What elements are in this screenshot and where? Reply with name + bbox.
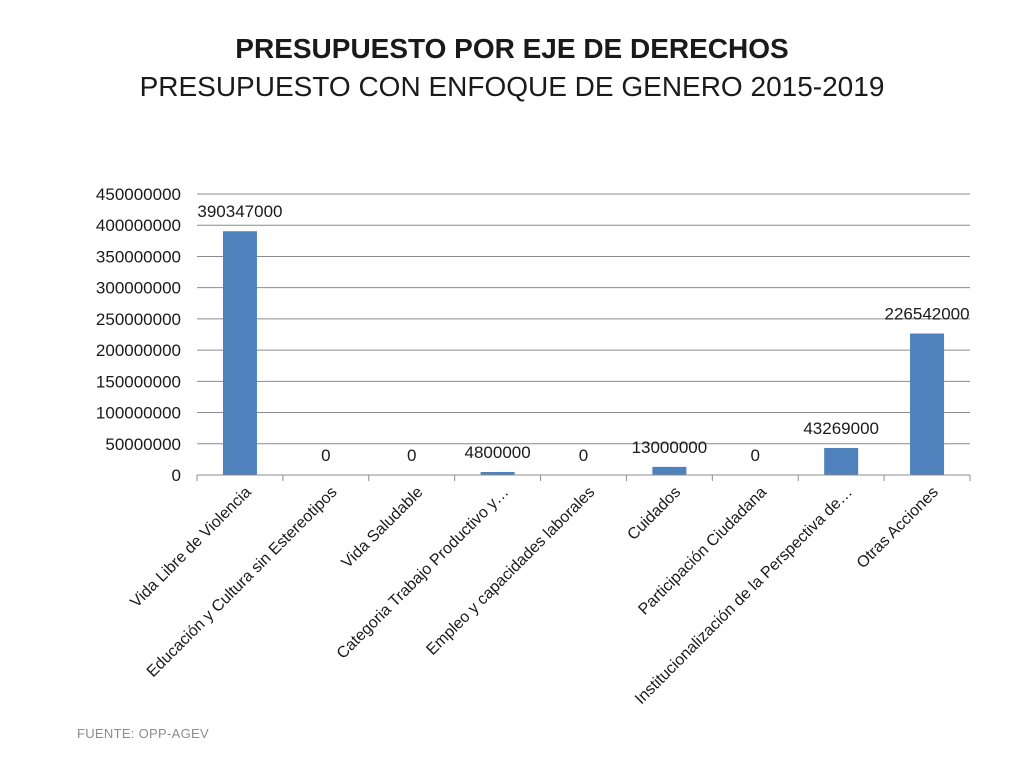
- data-label: 0: [321, 446, 330, 465]
- bar: [480, 472, 515, 475]
- chart-title: PRESUPUESTO POR EJE DE DERECHOS: [235, 33, 789, 64]
- y-tick-label: 300000000: [96, 279, 181, 298]
- data-label: 390347000: [197, 202, 282, 221]
- category-label: Vida Saludable: [339, 484, 427, 572]
- category-label: Cuidados: [624, 484, 684, 544]
- x-axis: [196, 474, 971, 481]
- bar: [824, 447, 859, 475]
- y-tick-label: 0: [172, 466, 181, 485]
- bar: [652, 466, 687, 475]
- y-tick-label: 200000000: [96, 341, 181, 360]
- category-label: Categoria Trabajo Productivo y…: [334, 484, 513, 663]
- data-label: 0: [407, 446, 416, 465]
- data-label: 226542000: [885, 305, 970, 324]
- data-labels: 390347000 0 0 4800000 0 13000000 0 43269000 2265…: [197, 202, 969, 465]
- bar: [910, 333, 945, 475]
- chart-subtitle: PRESUPUESTO CON ENFOQUE DE GENERO 2015-2…: [139, 71, 885, 102]
- data-label: 43269000: [803, 419, 879, 438]
- data-label: 13000000: [632, 438, 708, 457]
- data-label: 0: [579, 446, 588, 465]
- y-tick-label: 250000000: [96, 310, 181, 329]
- source-note: FUENTE: OPP-AGEV: [77, 726, 209, 741]
- bar: [222, 231, 257, 475]
- y-tick-label: 150000000: [96, 372, 181, 391]
- data-label: 4800000: [465, 443, 531, 462]
- data-label: 0: [751, 446, 760, 465]
- category-label: Empleo y capacidades laborales: [423, 484, 598, 659]
- gridlines: [197, 193, 970, 445]
- y-tick-label: 100000000: [96, 404, 181, 423]
- y-tick-label: 50000000: [105, 435, 181, 454]
- category-label: Otras Acciones: [854, 484, 942, 572]
- y-tick-label: 350000000: [96, 247, 181, 266]
- y-axis-ticks: 0 50000000 100000000 150000000 200000000 2500…: [96, 185, 181, 485]
- bars: [222, 231, 945, 475]
- title-block: PRESUPUESTO POR EJE DE DERECHOS PRESUPUE…: [0, 30, 1024, 106]
- y-tick-label: 400000000: [96, 216, 181, 235]
- y-tick-label: 450000000: [96, 185, 181, 204]
- category-label: Educación y Cultura sin Estereotipos: [144, 484, 341, 681]
